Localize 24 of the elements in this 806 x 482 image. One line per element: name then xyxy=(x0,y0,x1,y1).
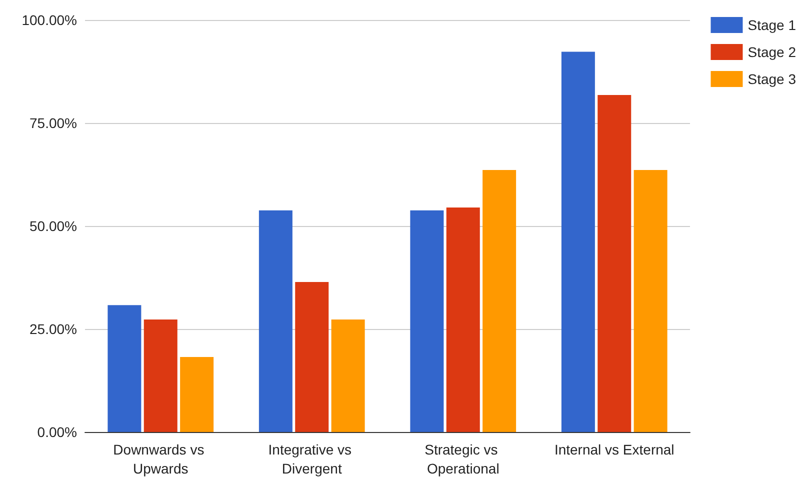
bar xyxy=(331,320,365,432)
y-tick-label: 100.00% xyxy=(22,12,77,28)
x-tick-label: Internal vs External xyxy=(554,442,674,458)
y-tick-label: 0.00% xyxy=(37,424,77,440)
bar xyxy=(144,320,178,432)
bar xyxy=(561,52,595,432)
legend-label: Stage 2 xyxy=(748,44,796,60)
x-tick-label: Strategic vs Operational xyxy=(424,442,502,476)
bar xyxy=(295,282,329,432)
legend-label: Stage 1 xyxy=(748,17,796,33)
x-tick-label: Downwards vs Upwards xyxy=(113,442,208,476)
bar xyxy=(598,94,632,432)
x-tick-label: Integrative vs Divergent xyxy=(268,442,356,476)
legend-label: Stage 3 xyxy=(748,71,796,87)
bar xyxy=(410,210,444,432)
y-tick-label: 25.00% xyxy=(30,321,77,337)
bar xyxy=(108,305,142,432)
bar xyxy=(258,210,292,432)
bar xyxy=(482,170,516,432)
y-tick-label: 50.00% xyxy=(30,218,77,234)
bar xyxy=(180,357,214,432)
bar xyxy=(634,170,668,432)
y-tick-label: 75.00% xyxy=(30,115,77,131)
bar xyxy=(446,207,480,432)
